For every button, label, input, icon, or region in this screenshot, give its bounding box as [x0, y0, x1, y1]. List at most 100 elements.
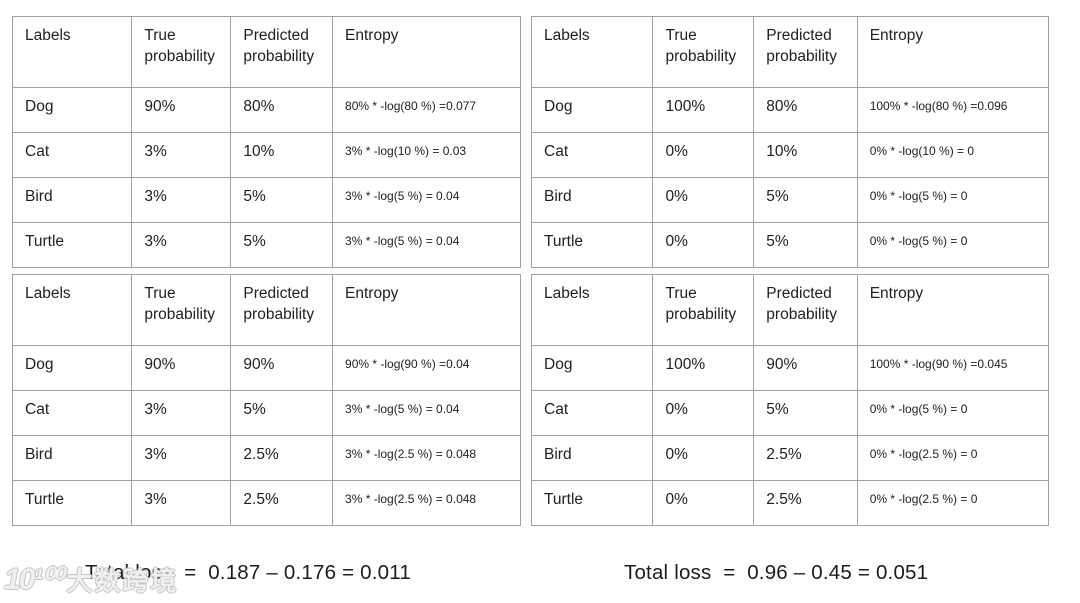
probability-cell: 0%	[652, 177, 755, 223]
probability-cell: 0%	[652, 390, 755, 436]
table-row: Bird 3% 5% 3% * -log(5 %) = 0.04	[11, 177, 521, 223]
total-loss-left: Total loss = 0.187 – 0.176 = 0.011	[85, 561, 411, 584]
probability-cell: 90%	[753, 345, 858, 391]
probability-cell: 2.5%	[230, 435, 334, 481]
label-cell: Turtle	[11, 480, 133, 526]
label-cell: Bird	[11, 177, 133, 223]
label-cell: Bird	[530, 177, 654, 223]
label-cell: Bird	[530, 435, 654, 481]
column-header: True probability	[652, 16, 755, 88]
entropy-formula-cell: 0% * -log(5 %) = 0	[856, 177, 1050, 223]
probability-cell: 3%	[131, 390, 232, 436]
probability-cell: 100%	[652, 87, 755, 133]
entropy-formula-cell: 3% * -log(5 %) = 0.04	[332, 390, 521, 436]
probability-cell: 90%	[131, 87, 232, 133]
entropy-formula-cell: 3% * -log(2.5 %) = 0.048	[332, 435, 521, 481]
probability-cell: 90%	[131, 345, 232, 391]
label-cell: Cat	[11, 390, 133, 436]
probability-cell: 3%	[131, 132, 232, 178]
probability-cell: 0%	[652, 132, 755, 178]
column-header: Labels	[530, 274, 654, 346]
entropy-table-bottom-left: Labels True probability Predicted probabil…	[11, 274, 521, 526]
table-row: Dog 90% 90% 90% * -log(90 %) =0.04	[11, 345, 521, 391]
table-row: Dog 100% 80% 100% * -log(80 %) =0.096	[530, 87, 1050, 133]
table-header-row: Labels True probability Predicted probabil…	[11, 274, 521, 346]
entropy-formula-cell: 0% * -log(5 %) = 0	[856, 222, 1050, 268]
probability-cell: 100%	[652, 345, 755, 391]
column-header: Predicted probability	[230, 16, 334, 88]
probability-cell: 0%	[652, 435, 755, 481]
probability-cell: 5%	[753, 177, 858, 223]
entropy-table-top-right: Labels True probability Predicted probabil…	[530, 16, 1050, 268]
table-row: Bird 0% 5% 0% * -log(5 %) = 0	[530, 177, 1050, 223]
table-row: Turtle 3% 2.5% 3% * -log(2.5 %) = 0.048	[11, 480, 521, 526]
label-cell: Bird	[11, 435, 133, 481]
column-header: Entropy	[856, 274, 1050, 346]
label-cell: Cat	[11, 132, 133, 178]
entropy-table-top-left: Labels True probability Predicted probabil…	[11, 16, 521, 268]
label-cell: Dog	[11, 87, 133, 133]
entropy-formula-cell: 0% * -log(10 %) = 0	[856, 132, 1050, 178]
table-row: Cat 0% 5% 0% * -log(5 %) = 0	[530, 390, 1050, 436]
entropy-formula-cell: 100% * -log(90 %) =0.045	[856, 345, 1050, 391]
column-header: True probability	[131, 274, 232, 346]
entropy-formula-cell: 3% * -log(5 %) = 0.04	[332, 177, 521, 223]
entropy-formula-cell: 80% * -log(80 %) =0.077	[332, 87, 521, 133]
label-cell: Turtle	[530, 222, 654, 268]
probability-cell: 2.5%	[230, 480, 334, 526]
column-header: Labels	[530, 16, 654, 88]
table-row: Dog 100% 90% 100% * -log(90 %) =0.045	[530, 345, 1050, 391]
label-cell: Turtle	[11, 222, 133, 268]
probability-cell: 5%	[753, 390, 858, 436]
probability-cell: 2.5%	[753, 435, 858, 481]
probability-cell: 80%	[753, 87, 858, 133]
label-cell: Dog	[530, 345, 654, 391]
column-header: Predicted probability	[753, 274, 858, 346]
label-cell: Cat	[530, 390, 654, 436]
label-cell: Dog	[11, 345, 133, 391]
probability-cell: 0%	[652, 480, 755, 526]
table-row: Turtle 0% 5% 0% * -log(5 %) = 0	[530, 222, 1050, 268]
googol-logo-icon: 10¹⁰⁰	[4, 563, 63, 596]
column-header: Entropy	[332, 274, 521, 346]
probability-cell: 3%	[131, 222, 232, 268]
entropy-table-bottom-right: Labels True probability Predicted probabil…	[530, 274, 1050, 526]
table-row: Cat 3% 10% 3% * -log(10 %) = 0.03	[11, 132, 521, 178]
label-cell: Turtle	[530, 480, 654, 526]
entropy-formula-cell: 0% * -log(2.5 %) = 0	[856, 480, 1050, 526]
table-header-row: Labels True probability Predicted probabil…	[11, 16, 521, 88]
probability-cell: 10%	[753, 132, 858, 178]
table-row: Turtle 0% 2.5% 0% * -log(2.5 %) = 0	[530, 480, 1050, 526]
probability-cell: 5%	[230, 390, 334, 436]
probability-cell: 5%	[753, 222, 858, 268]
entropy-formula-cell: 3% * -log(10 %) = 0.03	[332, 132, 521, 178]
column-header: True probability	[131, 16, 232, 88]
table-header-row: Labels True probability Predicted probabil…	[530, 274, 1050, 346]
entropy-formula-cell: 0% * -log(2.5 %) = 0	[856, 435, 1050, 481]
probability-cell: 5%	[230, 177, 334, 223]
table-row: Turtle 3% 5% 3% * -log(5 %) = 0.04	[11, 222, 521, 268]
table-row: Bird 3% 2.5% 3% * -log(2.5 %) = 0.048	[11, 435, 521, 481]
table-row: Bird 0% 2.5% 0% * -log(2.5 %) = 0	[530, 435, 1050, 481]
label-cell: Dog	[530, 87, 654, 133]
label-cell: Cat	[530, 132, 654, 178]
table-row: Dog 90% 80% 80% * -log(80 %) =0.077	[11, 87, 521, 133]
entropy-formula-cell: 3% * -log(5 %) = 0.04	[332, 222, 521, 268]
column-header: Predicted probability	[230, 274, 334, 346]
probability-cell: 90%	[230, 345, 334, 391]
probability-cell: 3%	[131, 435, 232, 481]
column-header: Predicted probability	[753, 16, 858, 88]
entropy-formula-cell: 0% * -log(5 %) = 0	[856, 390, 1050, 436]
probability-cell: 80%	[230, 87, 334, 133]
total-loss-right: Total loss = 0.96 – 0.45 = 0.051	[624, 561, 929, 584]
column-header: Entropy	[856, 16, 1050, 88]
table-header-row: Labels True probability Predicted probabil…	[530, 16, 1050, 88]
entropy-formula-cell: 100% * -log(80 %) =0.096	[856, 87, 1050, 133]
probability-cell: 3%	[131, 480, 232, 526]
entropy-formula-cell: 3% * -log(2.5 %) = 0.048	[332, 480, 521, 526]
table-row: Cat 0% 10% 0% * -log(10 %) = 0	[530, 132, 1050, 178]
entropy-formula-cell: 90% * -log(90 %) =0.04	[332, 345, 521, 391]
table-row: Cat 3% 5% 3% * -log(5 %) = 0.04	[11, 390, 521, 436]
probability-cell: 10%	[230, 132, 334, 178]
